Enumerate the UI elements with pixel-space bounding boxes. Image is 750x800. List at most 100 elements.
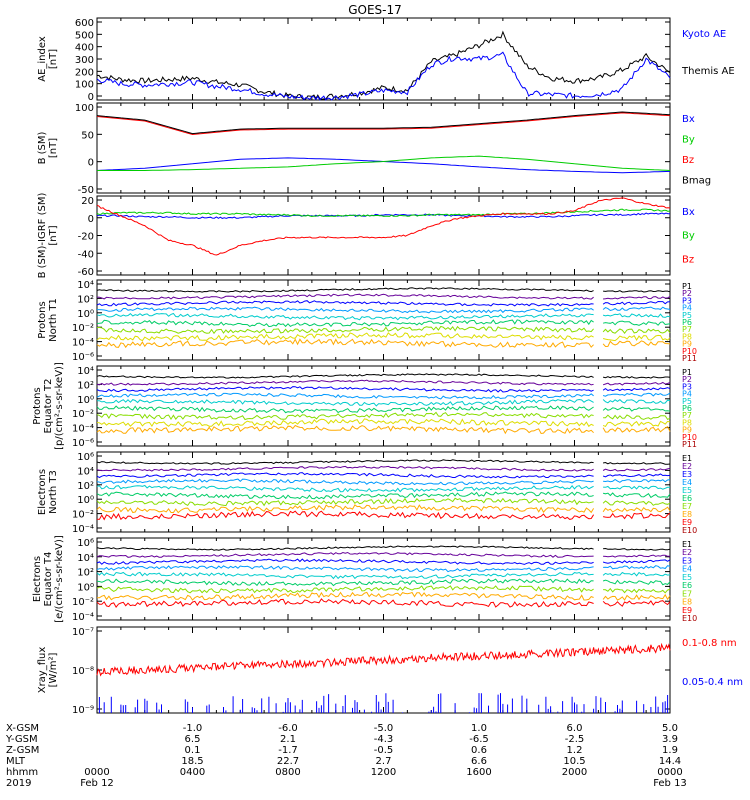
x-tick-value: -6.0 [278,723,298,734]
y-tick-label: 10² [77,568,94,579]
x-tick-value: -6.5 [469,734,489,745]
legend-entry: P6 [682,404,692,413]
panel-frame [96,102,671,194]
y-tick-label: 100 [75,80,94,91]
legend-entry: P10 [682,347,697,356]
x-tick-value: -1.0 [183,723,203,734]
legend-entry: P9 [682,340,692,349]
series-line-by [96,208,671,218]
flux-line [96,424,671,435]
legend-entry: P7 [682,411,692,420]
y-tick-label: 0 [88,158,94,169]
legend-entry: P8 [682,418,692,427]
x-tick-value: 0800 [275,767,300,778]
y-tick-label: 300 [75,55,94,66]
y-tick-label: 10⁻⁴ [72,424,94,435]
x-tick-value: 14.4 [659,756,681,767]
x-tick-value: 2.7 [376,756,392,767]
x-row-label: 2019 [6,778,31,789]
legend-entry: P2 [682,289,692,298]
flux-line [96,565,671,573]
flux-line [96,459,671,465]
flux-line [96,392,671,400]
flux-line [96,293,671,300]
x-row-label: hhmm [6,767,38,778]
y-tick-label: 10⁻⁹ [72,705,94,716]
y-tick-label: -60 [78,267,94,278]
y-tick-label: 0 [88,214,94,225]
y-tick-label: 10⁰ [77,309,94,320]
y-tick-label: 10⁻² [72,323,94,334]
flux-line [96,497,671,507]
y-axis-label: [W/m²] [48,652,59,687]
legend-entry: P5 [682,397,692,406]
flux-line [96,545,671,551]
flux-line [96,386,671,393]
y-axis-label: [p/(cm²-s-sr-keV)] [54,362,65,450]
flux-line [96,504,671,514]
panel-ee: 10⁶ 10⁴ 10² 10⁰ 10⁻² 10⁻⁴ Electrons Equator T4[… [32,535,697,623]
legend-entry: P6 [682,318,692,327]
flux-line [96,571,671,580]
y-axis-label: Electrons [32,556,43,602]
y-tick-label: 50 [81,130,94,141]
y-axis-label: Protons [32,387,43,424]
x-tick-value: 1.2 [567,745,583,756]
legend-entry: E4 [682,565,692,574]
flux-line [96,558,671,565]
y-tick-label: 10⁻⁴ [72,338,94,349]
flux-line [96,484,671,493]
y-axis-label: North T1 [48,298,59,342]
legend-entry: E10 [682,614,697,623]
y-tick-label: 10⁻⁴ [72,612,94,623]
legend-entry: P8 [682,332,692,341]
y-tick-label: 10⁰ [77,395,94,406]
y-tick-label: 10² [77,294,94,305]
y-tick-label: 500 [75,30,94,41]
flux-line [96,472,671,479]
legend-entry: P11 [682,440,697,449]
legend-entry: By [682,135,695,146]
legend-entry: 0.1-0.8 nm [682,638,737,649]
panel-frame [96,537,671,621]
flux-line [96,598,671,608]
flux-line [96,465,671,472]
series-line-bz [96,112,671,136]
legend-entry: By [682,231,695,242]
y-tick-label: -50 [78,185,94,196]
legend-entry: Kyoto AE [682,29,726,40]
legend-entry: Bz [682,254,694,265]
flux-line [96,300,671,307]
legend-entry: Bmag [682,176,711,187]
series-line-bx [96,212,671,220]
y-axis-label: [nT] [48,49,59,69]
y-tick-label: 10⁻⁴ [72,524,94,535]
y-tick-label: 10⁰ [77,582,94,593]
legend-entry: Bx [682,207,695,218]
flux-line [96,491,671,500]
y-axis-label: B (SM) [37,131,48,164]
y-tick-label: -40 [78,249,94,260]
y-tick-label: 10⁴ [77,280,94,291]
x-tick-value: -1.7 [278,745,298,756]
panel-bigrf: 20 0 -20 -40 -60 B (SM)-IGRF (SM) [nT] Bx By Bz [37,193,695,279]
flux-line [96,405,671,414]
y-tick-label: 10⁻⁷ [72,627,94,638]
legend-entry: E2 [682,548,692,557]
flux-line [97,325,671,335]
series-line-themis-ae [96,30,671,100]
flux-line [96,287,671,293]
y-tick-label: 10² [77,380,94,391]
panel-frame [96,17,671,101]
legend-entry: P4 [682,304,692,313]
x-tick-value: 0000 [657,767,682,778]
legend-entry: P3 [682,296,692,305]
legend-entry: E9 [682,606,692,615]
series-line-bmag [96,111,671,135]
legend-entry: E5 [682,573,692,582]
x-row-label: Y-GSM [5,734,38,745]
chart-title: GOES-17 [348,3,402,17]
legend-entry: P11 [682,354,697,363]
